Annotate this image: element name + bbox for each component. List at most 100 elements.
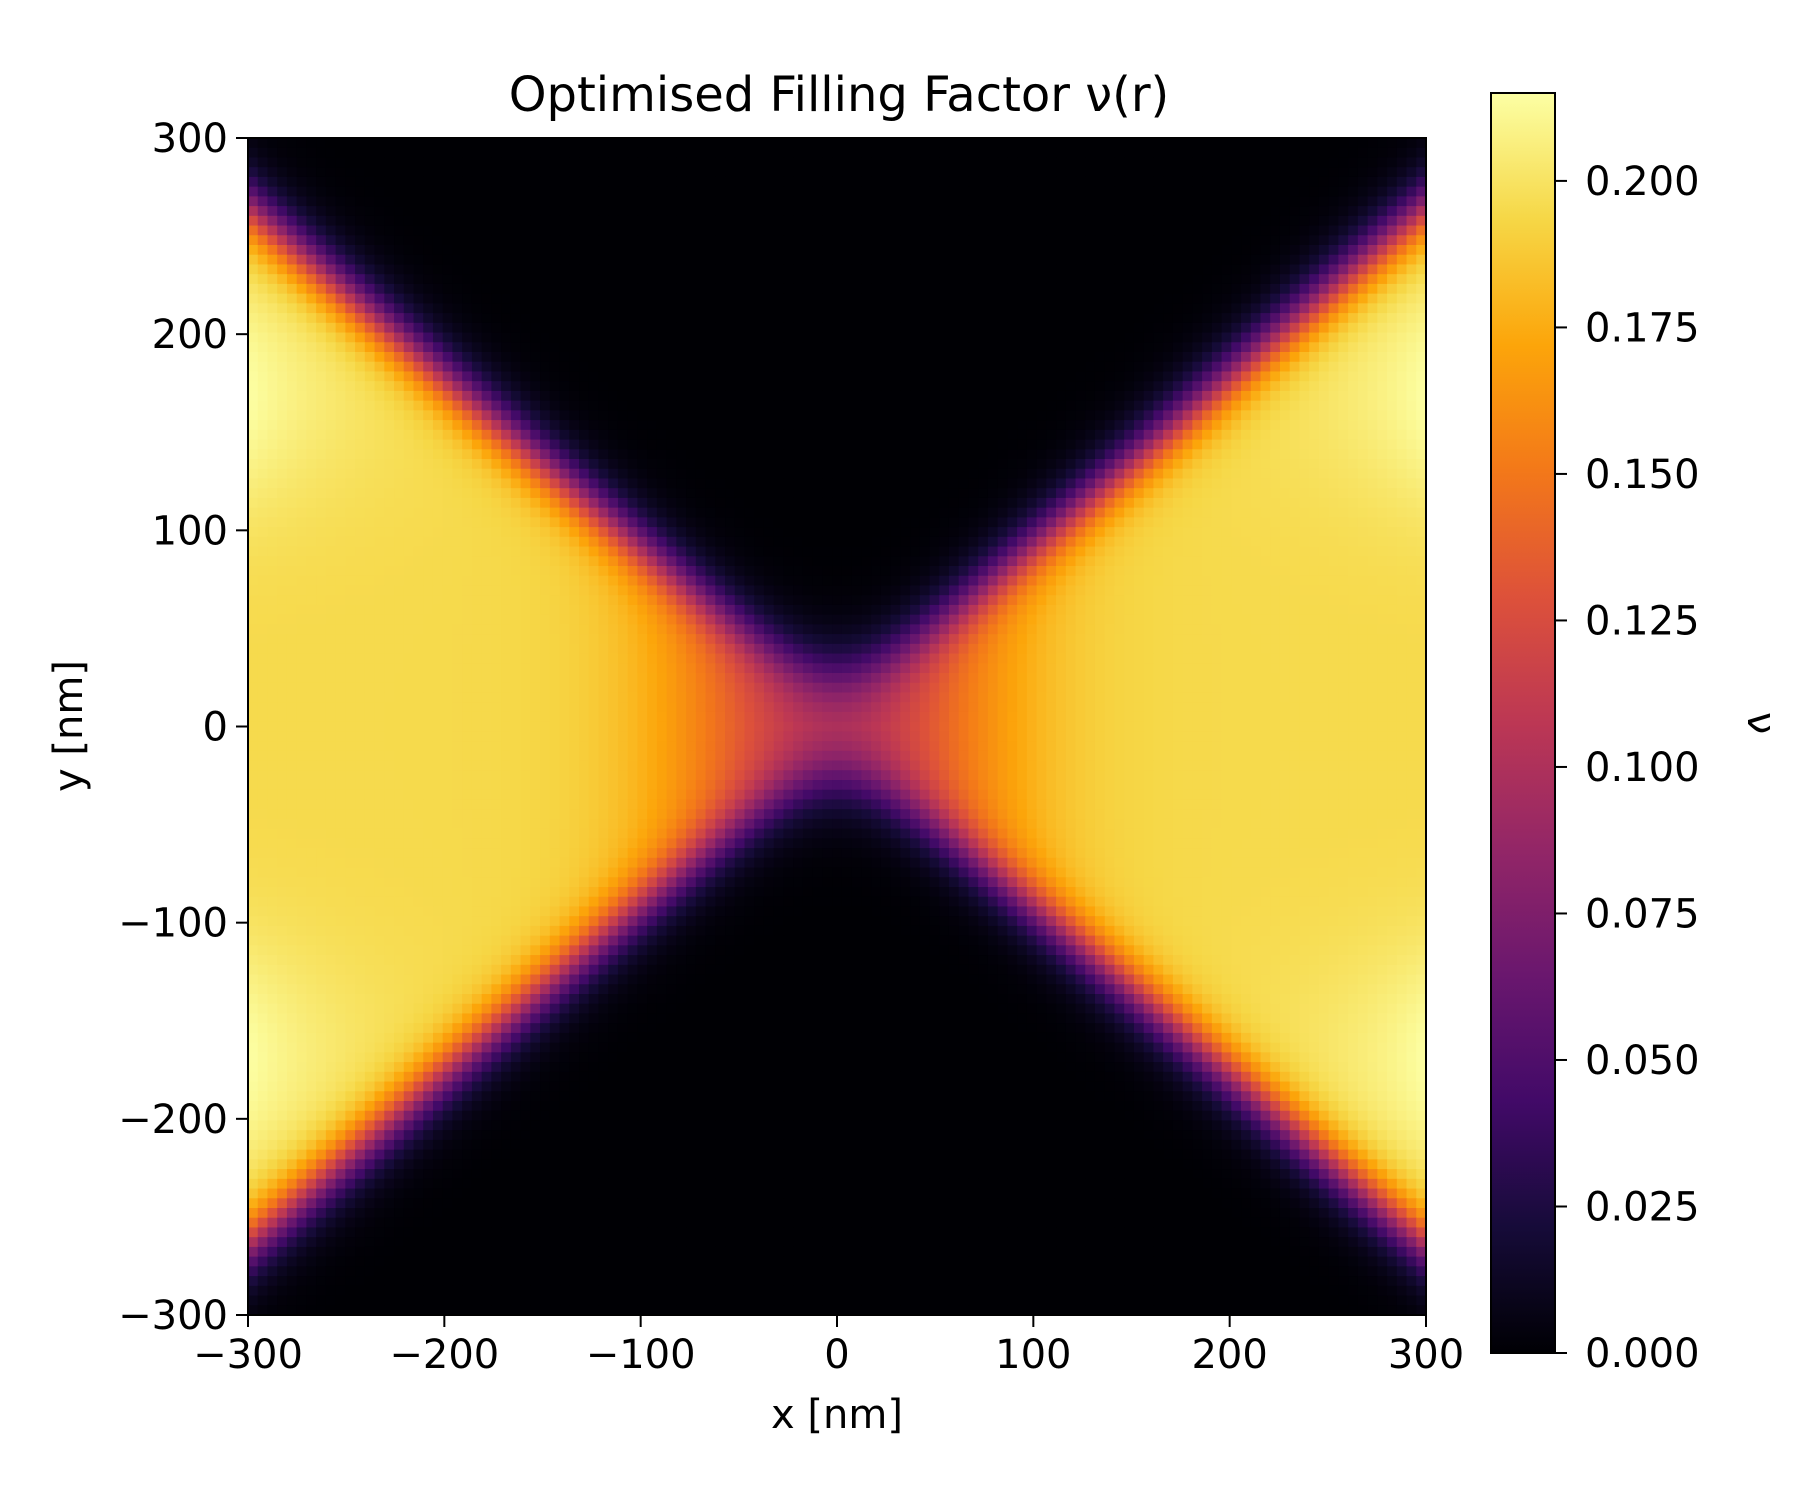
heatmap-cell [822,400,833,411]
heatmap-cell [306,361,317,373]
heatmap-cell [1348,303,1359,314]
heatmap-cell [579,420,590,431]
heatmap-cell [997,303,1008,314]
heatmap-cell [608,138,619,149]
heatmap-cell [1094,352,1106,363]
heatmap-cell [1396,283,1408,295]
heatmap-cell [705,361,716,373]
heatmap-cell [1017,147,1028,159]
heatmap-cell [987,264,999,275]
heatmap-cell [1065,459,1077,470]
heatmap-cell [978,235,989,246]
heatmap-cell [948,478,960,489]
heatmap-cell [267,468,278,480]
heatmap-cell [1279,468,1291,480]
heatmap-cell [277,488,288,499]
heatmap-cell [1396,167,1408,178]
heatmap-cell [335,303,346,314]
heatmap-cell [900,283,911,295]
heatmap-cell [335,215,346,227]
heatmap-cell [919,497,931,509]
heatmap-cell [851,176,862,188]
heatmap-cell [1309,332,1320,343]
heatmap-cell [1231,264,1242,275]
heatmap-cell [725,527,736,538]
heatmap-cell [1328,235,1339,246]
heatmap-cell [1163,313,1174,324]
heatmap-cell [1085,381,1096,392]
heatmap-cell [345,235,356,246]
heatmap-cell [656,138,668,149]
heatmap-cell [384,186,395,197]
heatmap-cell [355,303,366,314]
heatmap-cell [1133,400,1145,411]
heatmap-cell [355,390,366,402]
heatmap-cell [1357,186,1369,197]
heatmap-cell [1328,322,1339,334]
heatmap-cell [394,176,405,188]
heatmap-cell [890,449,901,460]
heatmap-cell [403,293,415,304]
heatmap-cell [871,497,882,509]
heatmap-cell [452,245,463,256]
heatmap-cell [1377,303,1388,314]
heatmap-cell [656,332,668,343]
heatmap-cell [1260,283,1271,295]
heatmap-cell [647,245,658,256]
heatmap-cell [335,400,346,411]
heatmap-cell [851,517,862,528]
heatmap-cell [1348,157,1359,168]
heatmap-cell [919,264,931,275]
heatmap-cell [1085,352,1096,363]
heatmap-cell [1396,215,1408,227]
heatmap-cell [1172,274,1184,285]
heatmap-cell [1338,459,1349,470]
heatmap-cell [481,352,492,363]
heatmap-cell [1163,225,1174,236]
heatmap-cell [841,176,853,188]
heatmap-cell [1124,527,1135,538]
heatmap-cell [802,235,814,246]
heatmap-cell [442,196,454,207]
heatmap-cell [481,410,492,421]
heatmap-cell [910,157,921,168]
heatmap-cell [686,410,697,421]
heatmap-cell [481,147,492,159]
heatmap-cell [1250,400,1262,411]
heatmap-cell [637,225,648,236]
heatmap-cell [793,352,804,363]
heatmap-cell [832,176,843,188]
heatmap-cell [978,215,989,227]
heatmap-cell [306,459,317,470]
heatmap-cell [734,254,746,266]
heatmap-cell [1104,147,1116,159]
heatmap-cell [734,215,746,227]
heatmap-cell [364,206,376,217]
heatmap-cell [248,138,259,149]
heatmap-cell [598,371,609,382]
heatmap-cell [725,322,736,334]
heatmap-cell [1114,235,1125,246]
heatmap-cell [569,206,580,217]
heatmap-cell [968,293,979,304]
heatmap-cell [1211,381,1223,392]
heatmap-cell [1279,245,1291,256]
heatmap-cell [432,420,444,431]
heatmap-cell [783,235,794,246]
heatmap-cell [491,225,502,236]
heatmap-cell [462,381,473,392]
heatmap-cell [617,517,629,528]
heatmap-cell [316,381,327,392]
heatmap-cell [861,342,872,353]
heatmap-cell [686,245,697,256]
heatmap-cell [997,478,1008,489]
heatmap-cell [1065,254,1077,266]
heatmap-cell [647,420,658,431]
heatmap-cell [958,410,970,421]
heatmap-cell [1387,420,1398,431]
heatmap-cell [910,439,921,450]
heatmap-cell [598,196,609,207]
heatmap-cell [1202,215,1213,227]
heatmap-cell [325,400,337,411]
heatmap-cell [647,497,658,509]
